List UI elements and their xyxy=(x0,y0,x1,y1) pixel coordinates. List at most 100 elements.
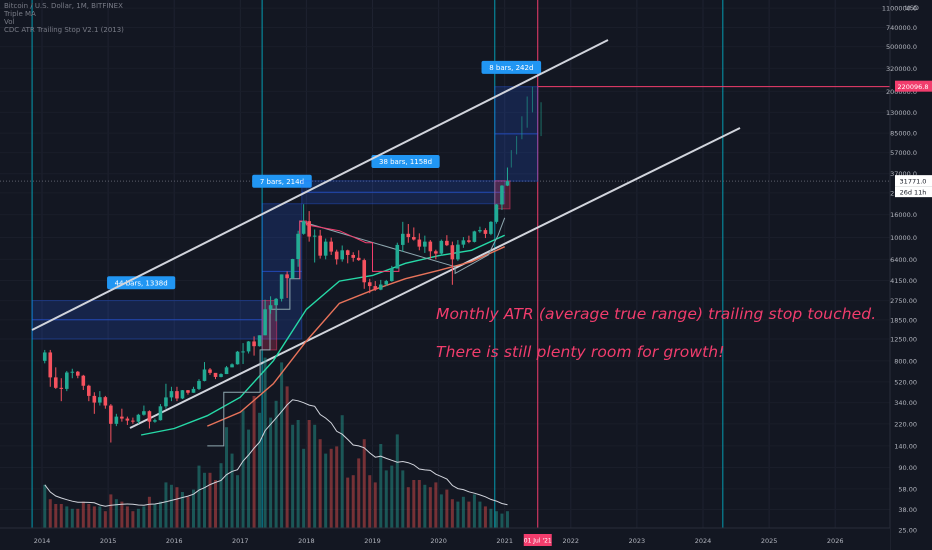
candle-body[interactable] xyxy=(274,298,278,306)
candle-body[interactable] xyxy=(164,397,168,407)
candle-body[interactable] xyxy=(252,341,256,347)
candle-body[interactable] xyxy=(367,282,372,287)
annotation-line-1[interactable]: Monthly ATR (average true range) trailin… xyxy=(436,305,877,323)
candle-body[interactable] xyxy=(505,181,510,186)
candle-body[interactable] xyxy=(186,390,190,393)
candle-body[interactable] xyxy=(334,251,339,260)
candle-body[interactable] xyxy=(478,230,482,232)
candle-body[interactable] xyxy=(87,385,91,396)
candle-body[interactable] xyxy=(494,204,499,222)
measure-label[interactable]: 8 bars, 242d xyxy=(489,64,533,72)
candle-body[interactable] xyxy=(296,233,300,260)
ma-fast-line[interactable] xyxy=(140,234,505,436)
candle-body[interactable] xyxy=(428,241,433,252)
candle-body[interactable] xyxy=(307,221,311,237)
candle-body[interactable] xyxy=(136,414,141,422)
candle-body[interactable] xyxy=(323,241,328,256)
candle-body[interactable] xyxy=(59,387,64,389)
candle-body[interactable] xyxy=(340,250,345,260)
candle-body[interactable] xyxy=(362,260,367,283)
candle-body[interactable] xyxy=(389,268,394,282)
candle-body[interactable] xyxy=(103,397,108,406)
candle-body[interactable] xyxy=(169,391,174,398)
candle-body[interactable] xyxy=(81,375,86,386)
candle-body[interactable] xyxy=(109,405,113,424)
candle-body[interactable] xyxy=(489,221,493,234)
candle-body[interactable] xyxy=(472,231,477,242)
candle-body[interactable] xyxy=(456,244,460,260)
candle-body[interactable] xyxy=(500,185,504,205)
candle-body[interactable] xyxy=(70,371,75,373)
candle-body[interactable] xyxy=(351,254,356,258)
candle-body[interactable] xyxy=(318,235,322,256)
candle-body[interactable] xyxy=(42,352,47,361)
candle-body[interactable] xyxy=(423,241,427,247)
candle-body[interactable] xyxy=(417,239,422,247)
legend-indicator-ma[interactable]: Triple MA xyxy=(4,10,36,18)
candle-body[interactable] xyxy=(279,274,284,299)
legend-indicator-atr[interactable]: CDC ATR Trailing Stop V2.1 (2013) xyxy=(4,26,124,34)
candle-body[interactable] xyxy=(219,374,223,377)
ma-slow-line[interactable] xyxy=(207,246,505,427)
candle-body[interactable] xyxy=(180,390,185,399)
candle-body[interactable] xyxy=(76,371,80,376)
candle-body[interactable] xyxy=(400,233,405,245)
candle-body[interactable] xyxy=(263,309,267,336)
candle-body[interactable] xyxy=(224,367,229,375)
channel-upper-line[interactable] xyxy=(31,39,609,331)
candle-body[interactable] xyxy=(131,420,135,422)
candle-body[interactable] xyxy=(98,397,102,403)
candle-body[interactable] xyxy=(208,369,212,373)
candle-body[interactable] xyxy=(235,351,240,365)
candle-body[interactable] xyxy=(312,235,317,237)
candle-body[interactable] xyxy=(114,416,119,424)
candle-body[interactable] xyxy=(213,372,218,377)
candle-body[interactable] xyxy=(301,221,306,234)
candle-body[interactable] xyxy=(450,245,455,260)
candle-body[interactable] xyxy=(412,237,416,240)
time-highlight-label[interactable]: 01 Jul '21 xyxy=(524,538,552,545)
legend-symbol[interactable]: Bitcoin / U.S. Dollar, 1M, BITFINEX xyxy=(4,2,123,10)
candle-body[interactable] xyxy=(439,240,444,254)
candle-body[interactable] xyxy=(92,395,97,403)
candle-body[interactable] xyxy=(246,341,251,352)
candle-body[interactable] xyxy=(158,406,163,421)
candle-body[interactable] xyxy=(230,364,234,368)
candle-body[interactable] xyxy=(378,284,383,290)
annotation-line-2[interactable]: There is still plenty room for growth! xyxy=(436,343,725,361)
candle-body[interactable] xyxy=(395,244,400,269)
candle-body[interactable] xyxy=(147,411,152,422)
candle-body[interactable] xyxy=(356,257,361,261)
candle-body[interactable] xyxy=(406,233,411,238)
candle-body[interactable] xyxy=(434,251,438,254)
candle-body[interactable] xyxy=(329,241,333,252)
candle-body[interactable] xyxy=(64,372,69,389)
measure-label[interactable]: 38 bars, 1158d xyxy=(379,158,432,166)
candle-body[interactable] xyxy=(384,281,389,285)
candle-body[interactable] xyxy=(191,388,196,393)
candle-body[interactable] xyxy=(142,411,146,415)
measure-label[interactable]: 7 bars, 214d xyxy=(260,178,304,186)
candle-body[interactable] xyxy=(53,377,58,388)
legend-indicator-volume[interactable]: Vol xyxy=(4,18,15,26)
candle-body[interactable] xyxy=(153,420,157,422)
channel-lower-line[interactable] xyxy=(129,127,741,429)
candle-body[interactable] xyxy=(175,391,179,399)
candle-body[interactable] xyxy=(257,335,262,347)
candle-body[interactable] xyxy=(445,240,449,246)
candle-body[interactable] xyxy=(345,250,350,255)
candle-body[interactable] xyxy=(241,351,245,353)
candle-body[interactable] xyxy=(197,380,201,389)
candle-body[interactable] xyxy=(373,286,378,290)
candle-body[interactable] xyxy=(483,230,488,234)
candle-body[interactable] xyxy=(120,416,124,419)
candle-body[interactable] xyxy=(285,274,289,279)
candle-body[interactable] xyxy=(467,240,471,242)
measure-label[interactable]: 44 bars, 1338d xyxy=(115,279,168,287)
candle-body[interactable] xyxy=(268,305,273,310)
candle-body[interactable] xyxy=(202,369,207,381)
candle-body[interactable] xyxy=(461,240,466,245)
candle-body[interactable] xyxy=(290,259,295,279)
candle-body[interactable] xyxy=(125,418,130,421)
